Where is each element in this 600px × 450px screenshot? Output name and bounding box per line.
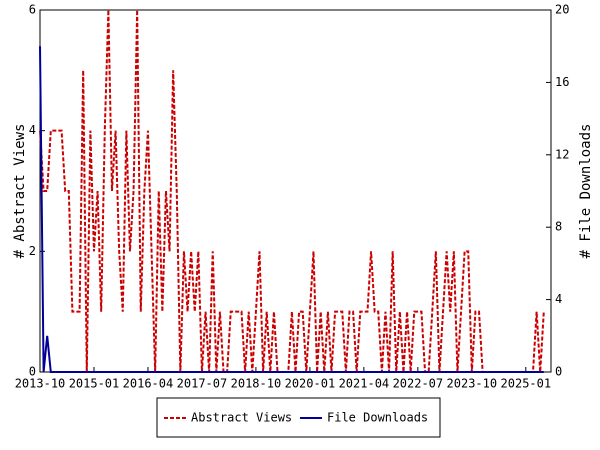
y-tick-label: 4	[29, 123, 36, 137]
x-tick-label: 2016-04	[123, 377, 174, 391]
y2-axis-label: # File Downloads	[578, 124, 594, 259]
y2-tick-label: 4	[555, 292, 562, 306]
x-tick-label: 2020-01	[285, 377, 336, 391]
x-tick-label: 2018-10	[231, 377, 282, 391]
y-axis-label: # Abstract Views	[12, 124, 28, 259]
x-tick-label: 2025-01	[501, 377, 552, 391]
y-tick-label: 0	[29, 365, 36, 379]
x-tick-label: 2015-01	[69, 377, 120, 391]
series-line	[39, 46, 544, 373]
y-tick-label: 2	[29, 244, 36, 258]
y2-tick-label: 16	[555, 75, 569, 89]
y2-tick-label: 8	[555, 220, 562, 234]
x-tick-label: 2023-10	[447, 377, 498, 391]
y2-tick-label: 0	[555, 365, 562, 379]
y2-tick-label: 12	[555, 147, 569, 161]
legend-label: Abstract Views	[191, 411, 292, 425]
legend-label: File Downloads	[327, 411, 428, 425]
legend-box	[156, 397, 441, 438]
y2-tick-label: 20	[555, 3, 569, 17]
x-tick-label: 2021-04	[339, 377, 390, 391]
y-tick-label: 6	[29, 3, 36, 17]
x-tick-label: 2017-07	[177, 377, 228, 391]
series-line	[39, 9, 545, 373]
x-tick-label: 2022-07	[393, 377, 444, 391]
x-tick-label: 2013-10	[15, 377, 66, 391]
